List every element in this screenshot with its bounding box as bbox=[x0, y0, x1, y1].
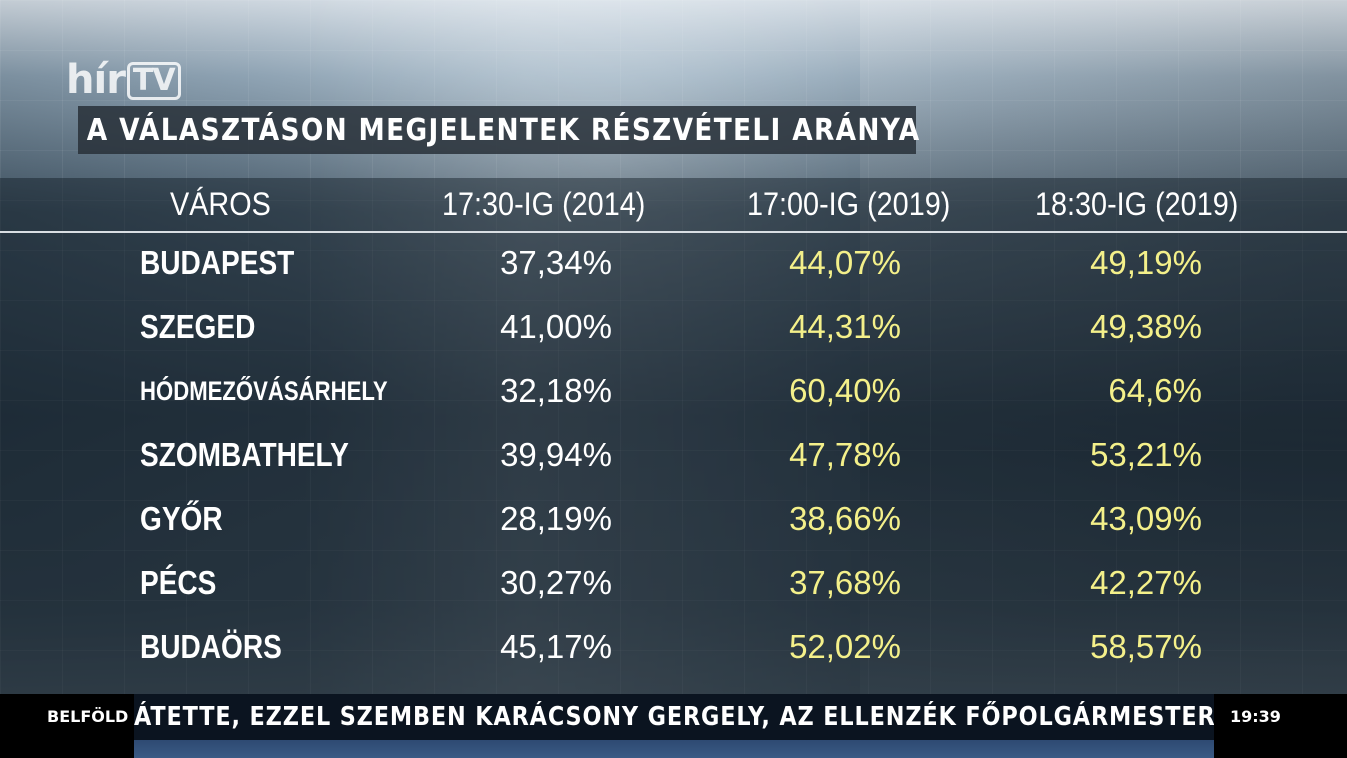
turnout-2014: 41,00% bbox=[500, 308, 612, 345]
table-row: SZOMBATHELY 39,94% 47,78% 53,21% bbox=[0, 423, 1347, 487]
turnout-2019-1830: 42,27% bbox=[1090, 564, 1202, 601]
turnout-2019-1830: 49,19% bbox=[1090, 244, 1202, 281]
turnout-2014: 30,27% bbox=[500, 564, 612, 601]
turnout-2019-1830: 49,38% bbox=[1090, 308, 1202, 345]
background-right-panel bbox=[860, 0, 1347, 758]
turnout-2014: 28,19% bbox=[500, 500, 612, 537]
turnout-2014: 32,18% bbox=[500, 372, 612, 409]
turnout-table bbox=[0, 178, 1347, 694]
turnout-2019-1700: 37,68% bbox=[789, 564, 901, 601]
turnout-2019-1700: 52,02% bbox=[789, 628, 901, 665]
city-name: HÓDMEZŐVÁSÁRHELY bbox=[140, 376, 388, 406]
turnout-2019-1830: 43,09% bbox=[1090, 500, 1202, 537]
ticker-category: BELFÖLD bbox=[47, 707, 129, 726]
turnout-2019-1830: 58,57% bbox=[1090, 628, 1202, 665]
turnout-2019-1700: 38,66% bbox=[789, 500, 901, 537]
table-row: GYŐR 28,19% 38,66% 43,09% bbox=[0, 487, 1347, 551]
ticker-clock: 19:39 bbox=[1230, 707, 1281, 726]
ticker-text: ÁTETTE, EZZEL SZEMBEN KARÁCSONY GERGELY,… bbox=[134, 702, 1214, 732]
table-row: BUDAÖRS 45,17% 52,02% 58,57% bbox=[0, 615, 1347, 679]
header-2014-1730: 17:30-IG (2014) bbox=[442, 186, 646, 222]
city-name: SZEGED bbox=[140, 308, 256, 345]
table-row: SZEGED 41,00% 44,31% 49,38% bbox=[0, 295, 1347, 359]
turnout-2019-1830: 64,6% bbox=[1108, 372, 1202, 409]
title-bar: A VÁLASZTÁSON MEGJELENTEK RÉSZVÉTELI ARÁ… bbox=[78, 106, 919, 154]
news-ticker: BELFÖLD ÁTETTE, EZZEL SZEMBEN KARÁCSONY … bbox=[0, 694, 1347, 758]
turnout-2019-1700: 44,31% bbox=[789, 308, 901, 345]
header-2019-1700: 17:00-IG (2019) bbox=[747, 186, 951, 222]
table-row: BUDAPEST 37,34% 44,07% 49,19% bbox=[0, 231, 1347, 295]
turnout-2019-1700: 44,07% bbox=[789, 244, 901, 281]
city-name: SZOMBATHELY bbox=[140, 436, 349, 473]
turnout-2014: 45,17% bbox=[500, 628, 612, 665]
turnout-2019-1830: 53,21% bbox=[1090, 436, 1202, 473]
channel-logo: hír TV bbox=[66, 56, 181, 100]
table-row: HÓDMEZŐVÁSÁRHELY 32,18% 60,40% 64,6% bbox=[0, 359, 1347, 423]
city-name: BUDAÖRS bbox=[140, 628, 282, 665]
city-name: GYŐR bbox=[140, 500, 223, 537]
city-name: BUDAPEST bbox=[140, 244, 295, 281]
turnout-2019-1700: 60,40% bbox=[789, 372, 901, 409]
table-row: PÉCS 30,27% 37,68% 42,27% bbox=[0, 551, 1347, 615]
turnout-2014: 39,94% bbox=[500, 436, 612, 473]
logo-hir: hír bbox=[66, 57, 126, 103]
turnout-2014: 37,34% bbox=[500, 244, 612, 281]
turnout-2019-1700: 47,78% bbox=[789, 436, 901, 473]
page-title: A VÁLASZTÁSON MEGJELENTEK RÉSZVÉTELI ARÁ… bbox=[86, 112, 921, 148]
header-city: VÁROS bbox=[170, 186, 271, 222]
header-divider bbox=[0, 231, 1347, 233]
ticker-band: ÁTETTE, EZZEL SZEMBEN KARÁCSONY GERGELY,… bbox=[134, 694, 1214, 758]
header-2019-1830: 18:30-IG (2019) bbox=[1035, 186, 1239, 222]
city-name: PÉCS bbox=[140, 564, 217, 601]
logo-tv: TV bbox=[126, 62, 181, 100]
